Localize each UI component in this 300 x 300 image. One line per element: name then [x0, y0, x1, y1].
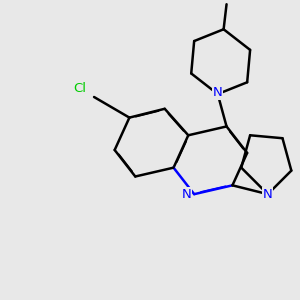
Text: N: N [182, 188, 192, 201]
Text: N: N [263, 188, 273, 201]
Text: Cl: Cl [73, 82, 86, 95]
Text: N: N [213, 86, 223, 99]
